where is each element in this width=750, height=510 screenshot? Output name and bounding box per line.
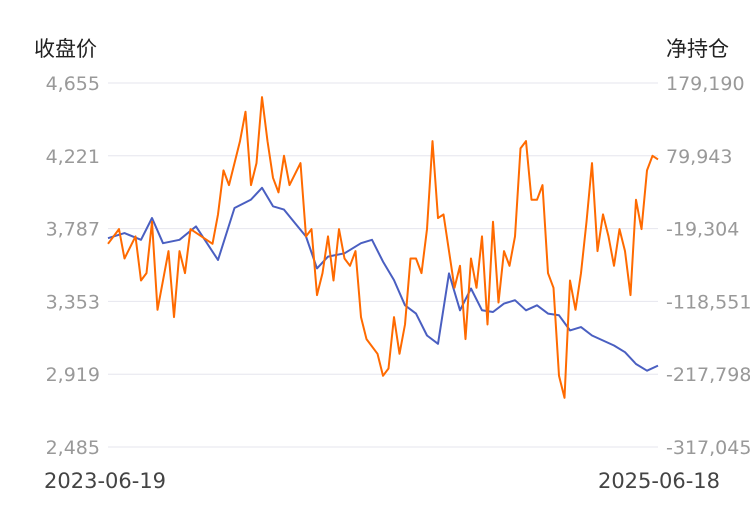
right-tick-label: -217,798	[666, 364, 750, 386]
close-price-line	[107, 186, 659, 372]
left-tick-label: 2,485	[46, 437, 100, 459]
left-tick-label: 3,353	[46, 291, 100, 313]
left-tick-label: 4,221	[46, 146, 100, 168]
net-position-line	[107, 96, 659, 399]
right-tick-label: 179,190	[666, 73, 745, 95]
left-tick-label: 2,919	[46, 364, 100, 386]
right-tick-label: 79,943	[666, 146, 732, 168]
right-tick-label: -118,551	[666, 291, 750, 313]
right-axis-ticks: 179,190 79,943 -19,304 -118,551 -217,798 -317…	[666, 73, 750, 459]
left-axis-ticks: 4,655 4,221 3,787 3,353 2,919 2,485	[46, 73, 100, 459]
right-tick-label: -19,304	[666, 219, 739, 241]
x-end-date: 2025-06-18	[598, 469, 720, 493]
series-lines	[107, 96, 659, 399]
left-axis-title: 收盘价	[34, 37, 97, 61]
gridlines	[108, 82, 658, 448]
right-axis-title: 净持仓	[666, 37, 729, 61]
left-tick-label: 4,655	[46, 73, 100, 95]
x-start-date: 2023-06-19	[44, 469, 166, 493]
left-tick-label: 3,787	[46, 219, 100, 241]
right-tick-label: -317,045	[666, 437, 750, 459]
